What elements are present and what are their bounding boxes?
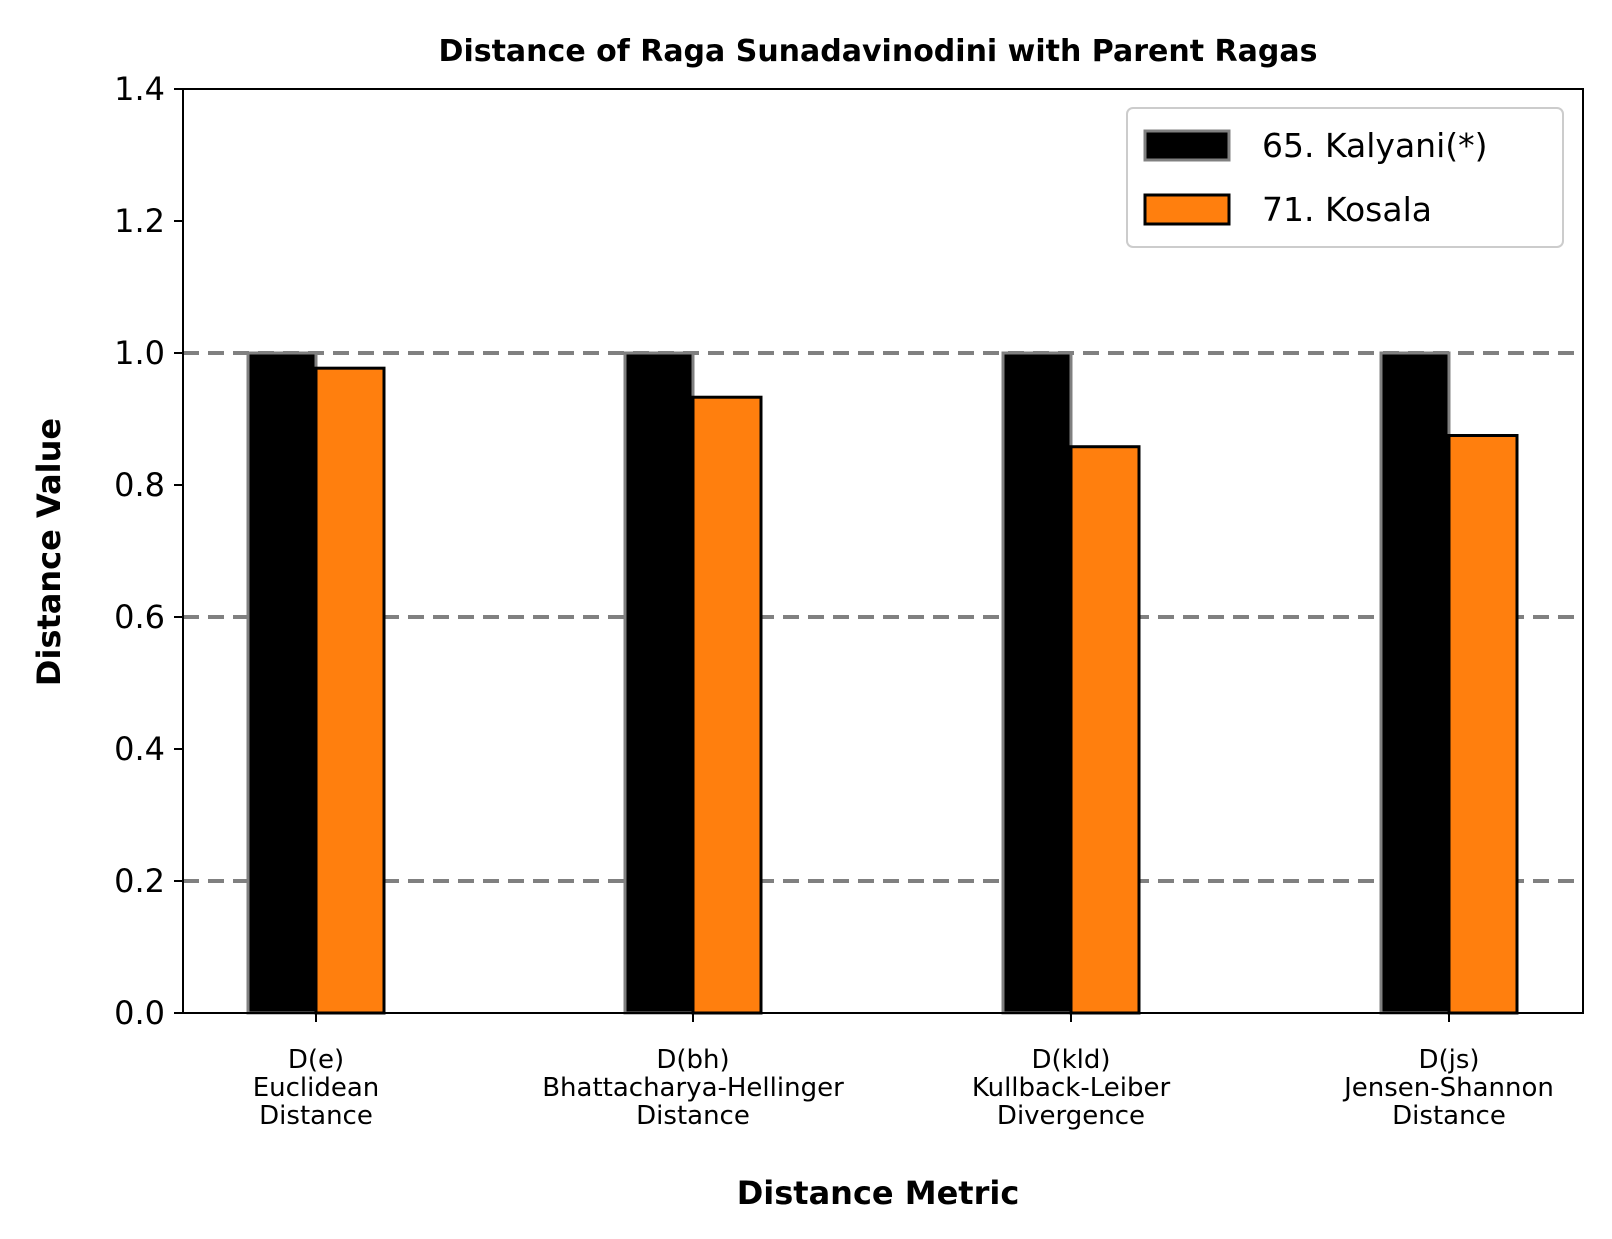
x-tick-label: Jensen-Shannon — [1342, 1073, 1554, 1103]
y-tick-label: 0.0 — [114, 994, 165, 1032]
bar-kalyani — [1001, 351, 1073, 1015]
x-tick-label: Distance — [1392, 1101, 1506, 1131]
legend-swatch — [1143, 129, 1231, 162]
y-axis-label: Distance Value — [30, 418, 68, 686]
bars — [246, 351, 1519, 1015]
bar-kalyani — [623, 351, 695, 1015]
legend-label: 71. Kosala — [1262, 190, 1432, 229]
bar-kosala — [1447, 434, 1519, 1015]
x-tick-label: Bhattacharya-Hellinger — [542, 1073, 844, 1103]
x-axis-ticks: D(e)EuclideanDistanceD(bh)Bhattacharya-H… — [253, 1013, 1554, 1131]
legend-label: 65. Kalyani(*) — [1262, 126, 1488, 165]
bar-kosala — [1069, 445, 1141, 1015]
y-tick-label: 0.8 — [114, 466, 165, 504]
bar-kosala — [691, 395, 763, 1015]
x-tick-label: Distance — [636, 1101, 750, 1131]
reference-lines — [183, 351, 1583, 883]
y-axis-ticks: 0.0 0.2 0.4 0.6 0.8 1.0 1.2 1.4 — [114, 70, 183, 1032]
bar-kalyani — [246, 351, 318, 1015]
bar-kalyani — [1379, 351, 1451, 1015]
plot-frame — [182, 88, 1584, 1014]
legend-swatch — [1143, 193, 1231, 226]
y-tick-label: 1.2 — [114, 202, 165, 240]
x-tick-label: Euclidean — [253, 1073, 380, 1103]
y-tick-label: 0.4 — [114, 730, 165, 768]
legend: 65. Kalyani(*) 71. Kosala — [1126, 107, 1564, 248]
x-tick-label: Distance — [259, 1101, 373, 1131]
x-tick-label: D(bh) — [656, 1045, 729, 1075]
y-tick-label: 0.6 — [114, 598, 165, 636]
x-tick-label: D(e) — [288, 1045, 344, 1075]
bar-kosala — [314, 366, 386, 1015]
x-tick-label: Kullback-Leiber — [972, 1073, 1171, 1103]
x-tick-label: D(kld) — [1031, 1045, 1110, 1075]
chart-title: Distance of Raga Sunadavinodini with Par… — [439, 34, 1318, 69]
legend-box — [1126, 107, 1564, 248]
y-tick-label: 1.4 — [114, 70, 165, 108]
y-tick-label: 1.0 — [114, 334, 165, 372]
x-axis-label: Distance Metric — [737, 1174, 1020, 1212]
x-tick-label: D(js) — [1418, 1045, 1479, 1075]
x-tick-label: Divergence — [997, 1101, 1145, 1131]
y-tick-label: 0.2 — [114, 862, 165, 900]
